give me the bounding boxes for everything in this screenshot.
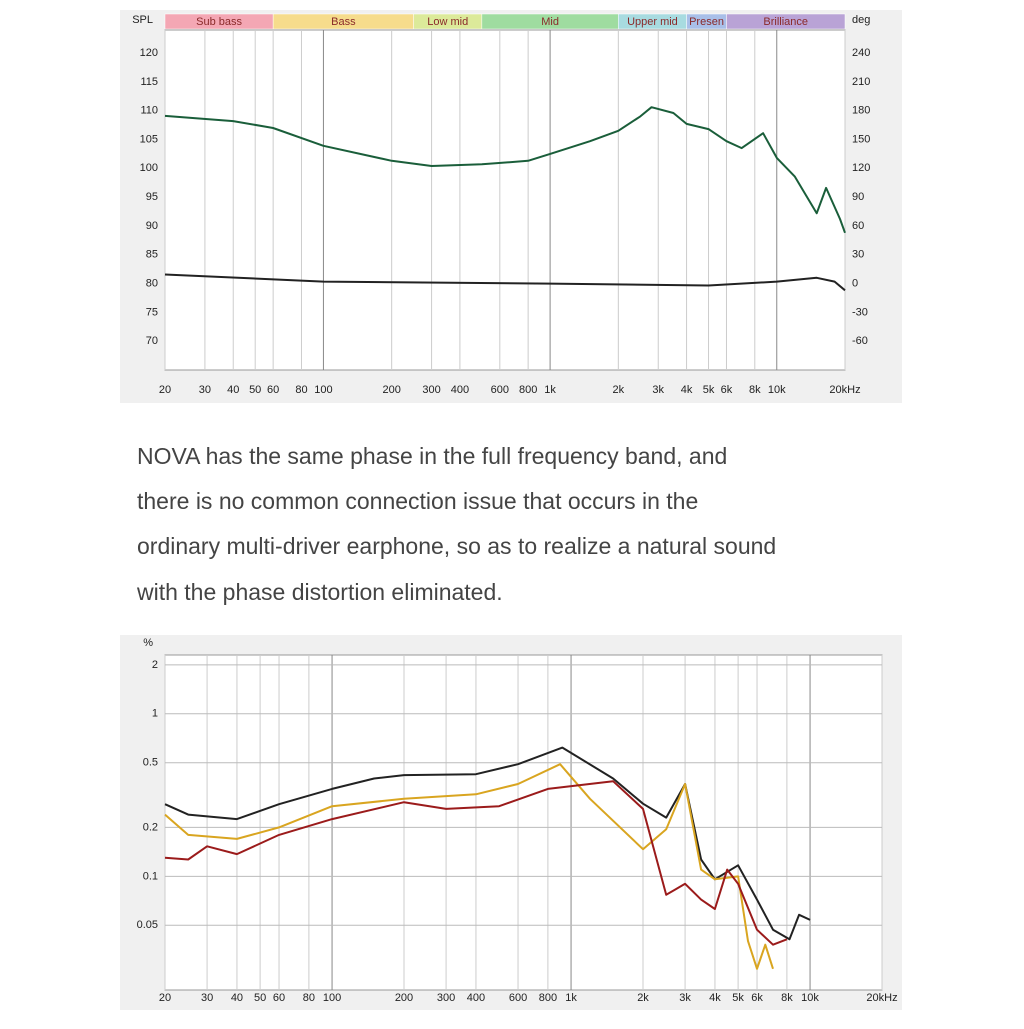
- band-label: Mid: [541, 16, 559, 28]
- x-tick-label: 50: [254, 992, 266, 1004]
- x-tick-label: 60: [273, 992, 285, 1004]
- x-tick-label: 20: [159, 992, 171, 1004]
- y2-tick-label: 210: [852, 76, 870, 88]
- x-tick-label: 600: [491, 384, 509, 396]
- data-line: [164, 106, 846, 234]
- x-tick-label: 80: [303, 992, 315, 1004]
- band-label: Brilliance: [763, 16, 808, 28]
- y2-tick-label: 30: [852, 249, 864, 261]
- y2-tick-label: 120: [852, 162, 870, 174]
- x-tick-label: 2k: [613, 384, 625, 396]
- x-tick-label: 200: [382, 384, 400, 396]
- plot-area: [164, 654, 883, 991]
- band-label: Presen: [689, 16, 724, 28]
- y2-tick-label: 150: [852, 133, 870, 145]
- paragraph-line: there is no common connection issue that…: [137, 488, 698, 514]
- y-tick-label: 0.5: [143, 757, 158, 769]
- x-tick-label: 400: [467, 992, 485, 1004]
- x-tick-label: 300: [422, 384, 440, 396]
- x-tick-label: 300: [437, 992, 455, 1004]
- x-tick-label: 40: [231, 992, 243, 1004]
- y-tick-label: 105: [140, 133, 158, 145]
- data-line: [164, 746, 811, 941]
- x-tick-label: 20kHz: [866, 992, 897, 1004]
- x-tick-label: 800: [539, 992, 557, 1004]
- x-tick-label: 4k: [681, 384, 693, 396]
- y-axis-label: SPL: [132, 14, 153, 26]
- x-tick-label: 2k: [637, 992, 649, 1004]
- data-line: [164, 273, 846, 292]
- x-tick-label: 200: [395, 992, 413, 1004]
- y-tick-label: 90: [146, 220, 158, 232]
- x-tick-label: 400: [451, 384, 469, 396]
- x-tick-label: 4k: [709, 992, 721, 1004]
- y-tick-label: 110: [140, 105, 158, 117]
- x-tick-label: 1k: [544, 384, 556, 396]
- y-tick-label: 80: [146, 277, 158, 289]
- x-tick-label: 6k: [751, 992, 763, 1004]
- y2-tick-label: -60: [852, 335, 868, 347]
- band-label: Sub bass: [196, 16, 242, 28]
- x-tick-label: 60: [267, 384, 279, 396]
- y-tick-label: 115: [140, 76, 158, 88]
- y-tick-label: 2: [152, 659, 158, 671]
- data-line: [164, 763, 774, 970]
- x-tick-label: 800: [519, 384, 537, 396]
- paragraph-line: with the phase distortion eliminated.: [136, 579, 503, 605]
- y-tick-label: 100: [140, 162, 158, 174]
- paragraph-line: ordinary multi-driver earphone, so as to…: [137, 533, 776, 559]
- x-tick-label: 5k: [703, 384, 715, 396]
- x-tick-label: 10k: [801, 992, 819, 1004]
- y-tick-label: 75: [146, 306, 158, 318]
- y-tick-label: 0.05: [137, 919, 158, 931]
- x-tick-label: 80: [295, 384, 307, 396]
- x-tick-label: 100: [314, 384, 332, 396]
- y-tick-label: 1: [152, 708, 158, 720]
- x-tick-label: 10k: [768, 384, 786, 396]
- band-label: Low mid: [427, 16, 468, 28]
- y-tick-label: 85: [146, 249, 158, 261]
- x-tick-label: 3k: [652, 384, 664, 396]
- x-tick-label: 30: [201, 992, 213, 1004]
- x-tick-label: 100: [323, 992, 341, 1004]
- x-tick-label: 600: [509, 992, 527, 1004]
- y-tick-label: 95: [146, 191, 158, 203]
- y-tick-label: 0.1: [143, 870, 158, 882]
- x-tick-label: 8k: [749, 384, 761, 396]
- paragraph-line: NOVA has the same phase in the full freq…: [137, 443, 727, 469]
- x-tick-label: 5k: [732, 992, 744, 1004]
- x-tick-label: 6k: [721, 384, 733, 396]
- data-line: [164, 780, 788, 946]
- band-label: Upper mid: [627, 16, 678, 28]
- y2-tick-label: 60: [852, 220, 864, 232]
- y2-tick-label: 90: [852, 191, 864, 203]
- y2-axis-label: deg: [852, 14, 870, 26]
- x-tick-label: 20kHz: [829, 384, 860, 396]
- y-axis-label: %: [143, 637, 153, 649]
- y2-tick-label: 0: [852, 277, 858, 289]
- x-tick-label: 1k: [565, 992, 577, 1004]
- band-label: Bass: [331, 16, 356, 28]
- y-tick-label: 70: [146, 335, 158, 347]
- y-tick-label: 0.2: [143, 821, 158, 833]
- y-tick-label: 120: [140, 47, 158, 59]
- y2-tick-label: 240: [852, 47, 870, 59]
- x-tick-label: 20: [159, 384, 171, 396]
- x-tick-label: 8k: [781, 992, 793, 1004]
- x-tick-label: 30: [199, 384, 211, 396]
- x-tick-label: 50: [249, 384, 261, 396]
- y2-tick-label: 180: [852, 105, 870, 117]
- plot-area: [164, 29, 846, 371]
- x-tick-label: 40: [227, 384, 239, 396]
- x-tick-label: 3k: [679, 992, 691, 1004]
- y2-tick-label: -30: [852, 306, 868, 318]
- band: [726, 13, 846, 30]
